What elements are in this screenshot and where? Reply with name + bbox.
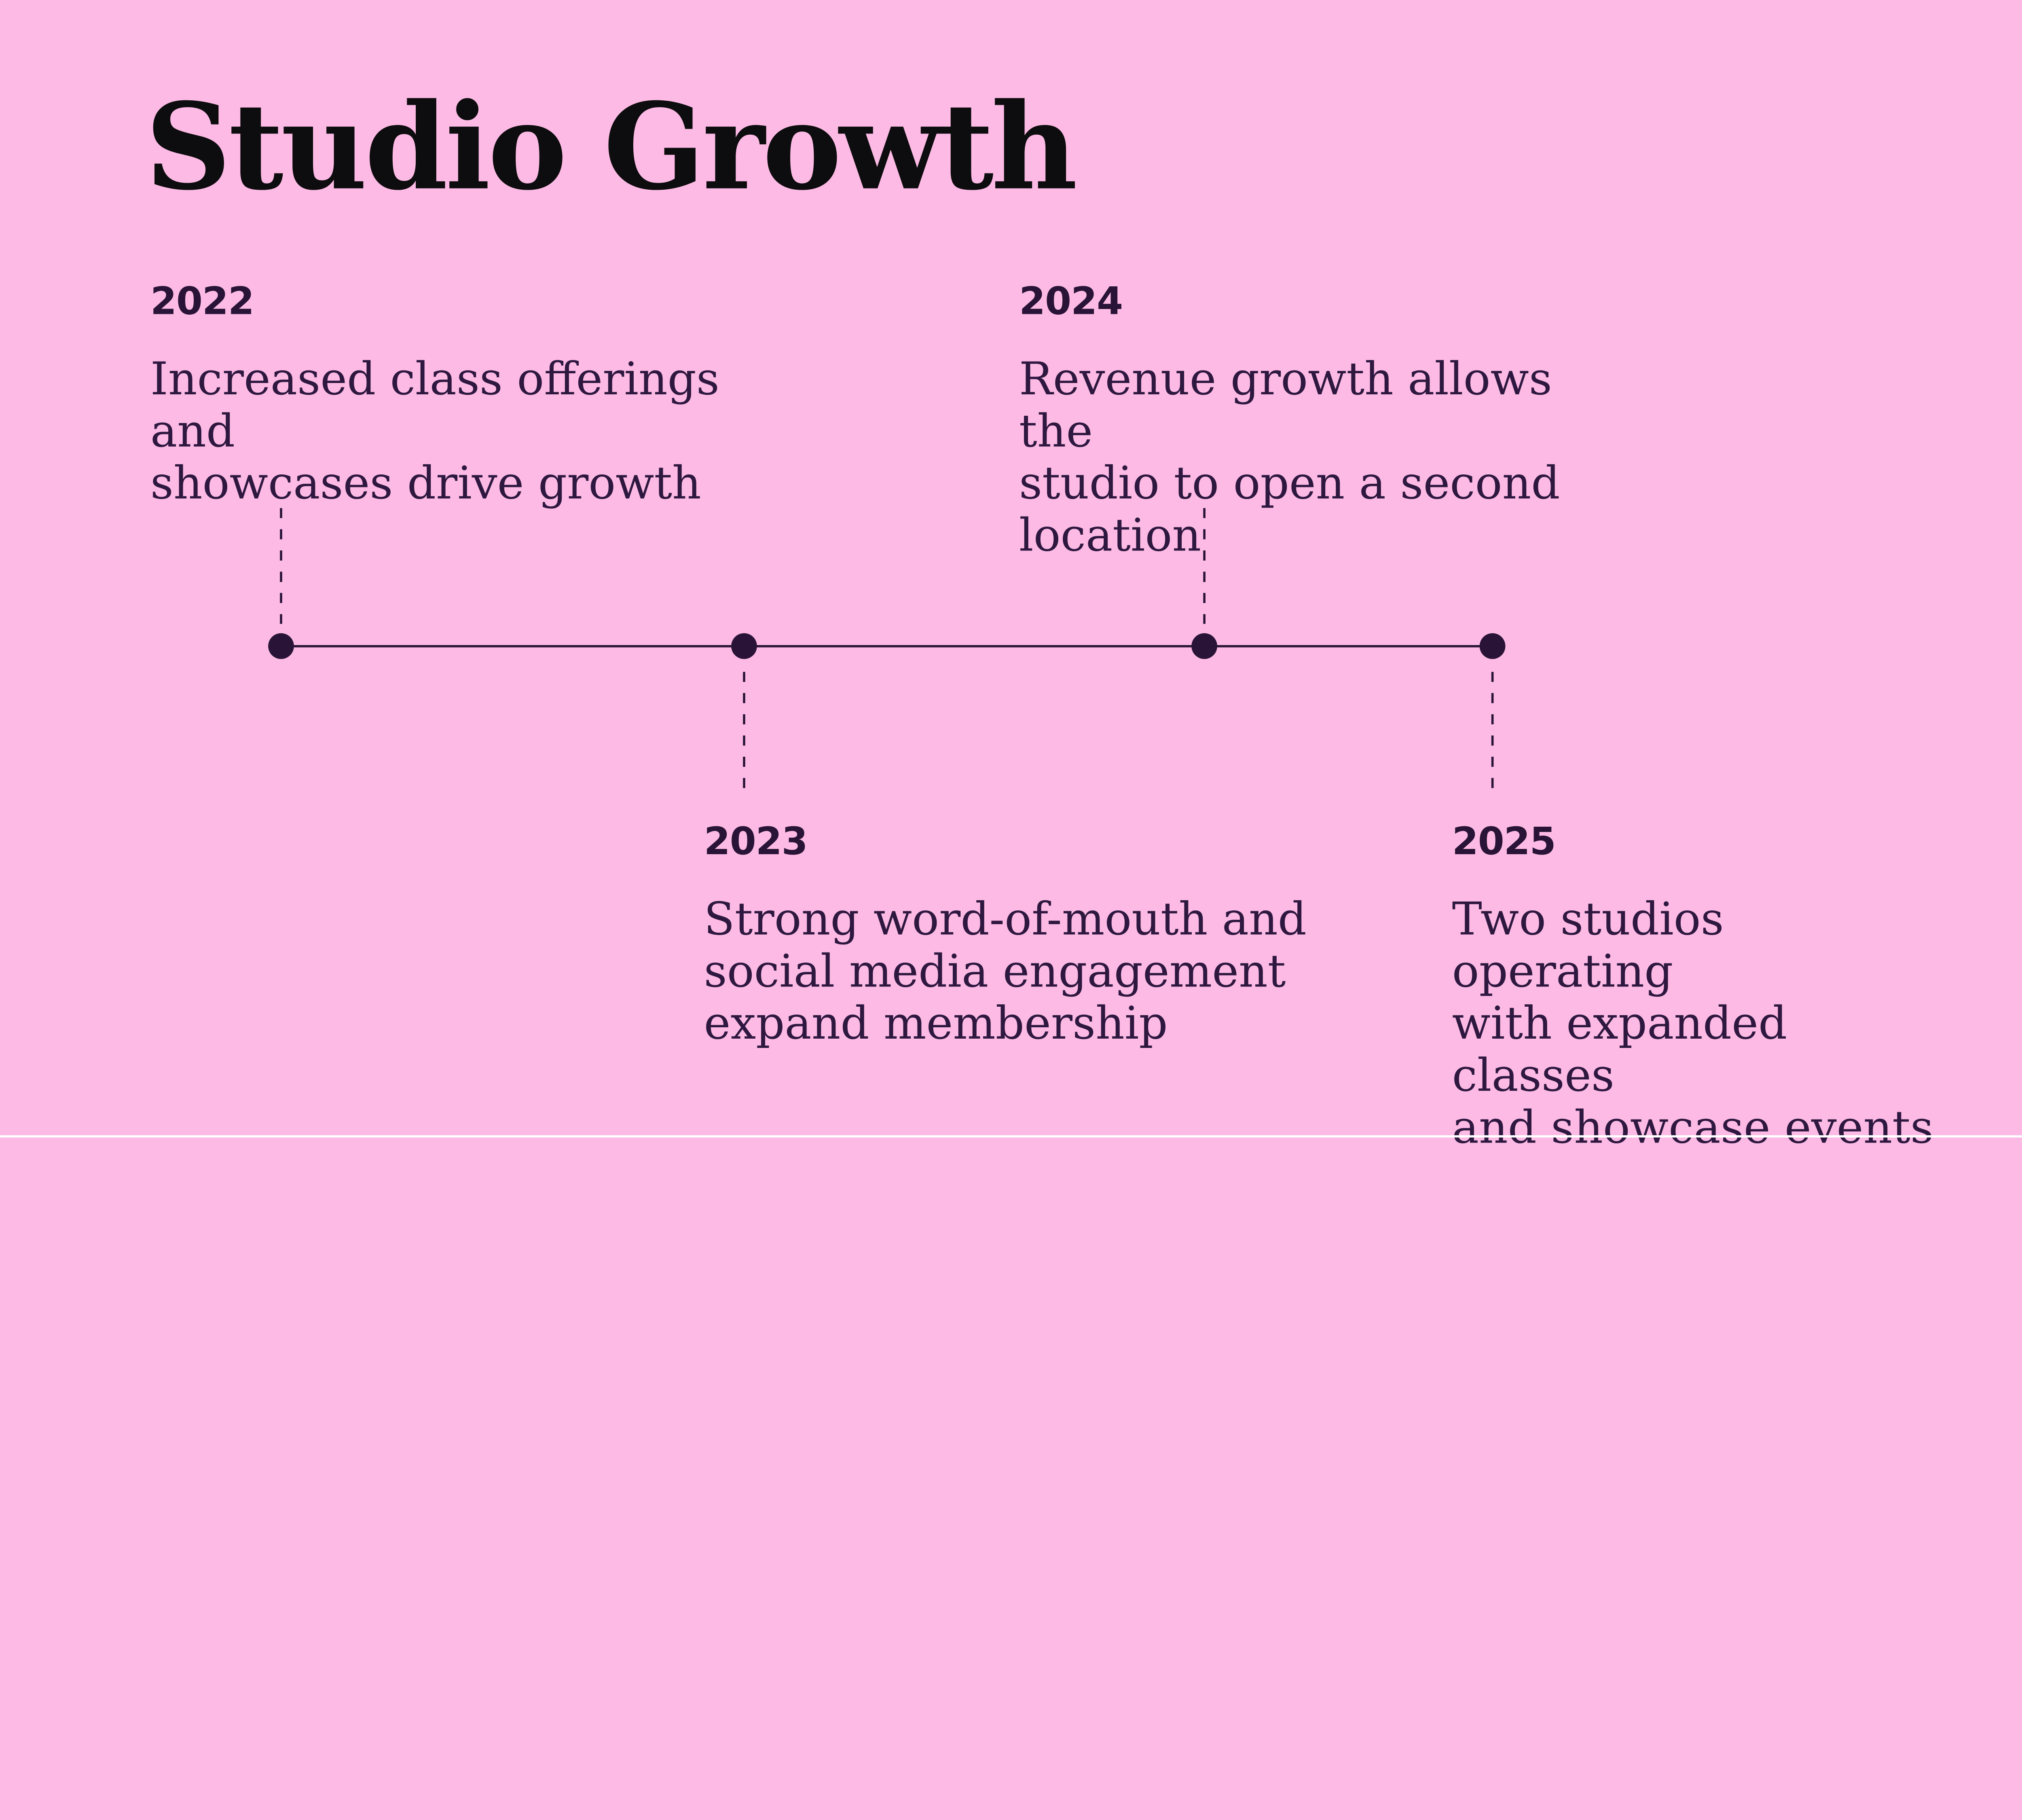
dashed-connector-2025 [1491,672,1494,792]
timeline-dot-2025 [1479,633,1506,659]
timeline-axis [281,645,1493,648]
slide: Studio Growth 2022 Increased class offer… [0,77,2022,1153]
event-year-label: 2023 [704,819,808,863]
page-title: Studio Growth [145,77,1077,216]
event-year-label: 2024 [1019,279,1123,323]
timeline-dot-2022 [268,633,294,659]
event-year-label: 2022 [150,279,254,323]
timeline-event-2024: 2024 Revenue growth allows the studio to… [1019,282,1601,561]
timeline-event-2025: 2025 Two studios operating with expanded… [1452,822,1958,1153]
dashed-connector-2024 [1203,508,1206,624]
event-description: Revenue growth allows the studio to open… [1019,352,1560,561]
timeline-event-2022: 2022 Increased class offerings and showc… [150,282,783,509]
bottom-edge-strip [0,1135,2022,1138]
event-description: Two studios operating with expanded clas… [1452,893,1934,1153]
event-description: Increased class offerings and showcases … [150,352,719,509]
event-description: Strong word-of-mouth and social media en… [704,893,1307,1050]
dashed-connector-2023 [743,672,745,792]
event-year-label: 2025 [1452,819,1556,863]
dashed-connector-2022 [280,508,282,624]
timeline-dot-2023 [731,633,757,659]
timeline-dot-2024 [1191,633,1217,659]
timeline-event-2023: 2023 Strong word-of-mouth and social med… [704,822,1311,1049]
